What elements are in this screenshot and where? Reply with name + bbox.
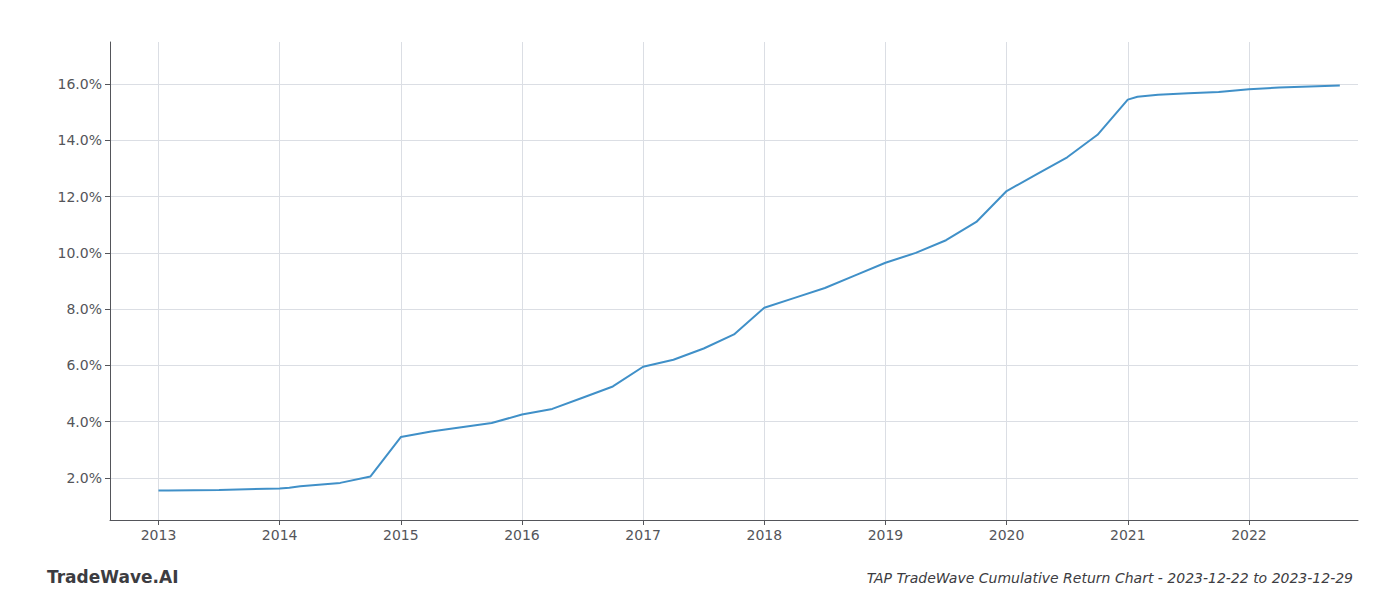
svg-text:2016: 2016 (504, 527, 540, 543)
svg-text:2020: 2020 (989, 527, 1025, 543)
svg-text:14.0%: 14.0% (58, 132, 102, 148)
svg-text:2022: 2022 (1231, 527, 1267, 543)
svg-text:2018: 2018 (746, 527, 782, 543)
svg-text:6.0%: 6.0% (66, 357, 102, 373)
svg-text:4.0%: 4.0% (66, 414, 102, 430)
svg-text:2019: 2019 (868, 527, 904, 543)
svg-text:2017: 2017 (625, 527, 661, 543)
svg-text:2014: 2014 (262, 527, 298, 543)
svg-text:2015: 2015 (383, 527, 419, 543)
svg-text:TAP TradeWave Cumulative Retur: TAP TradeWave Cumulative Return Chart - … (867, 570, 1353, 586)
svg-text:2.0%: 2.0% (66, 470, 102, 486)
svg-text:10.0%: 10.0% (58, 245, 102, 261)
svg-text:16.0%: 16.0% (58, 76, 102, 92)
svg-text:12.0%: 12.0% (58, 189, 102, 205)
svg-text:2013: 2013 (141, 527, 177, 543)
svg-text:2021: 2021 (1110, 527, 1146, 543)
svg-text:TradeWave.AI: TradeWave.AI (47, 567, 178, 587)
svg-text:8.0%: 8.0% (66, 301, 102, 317)
